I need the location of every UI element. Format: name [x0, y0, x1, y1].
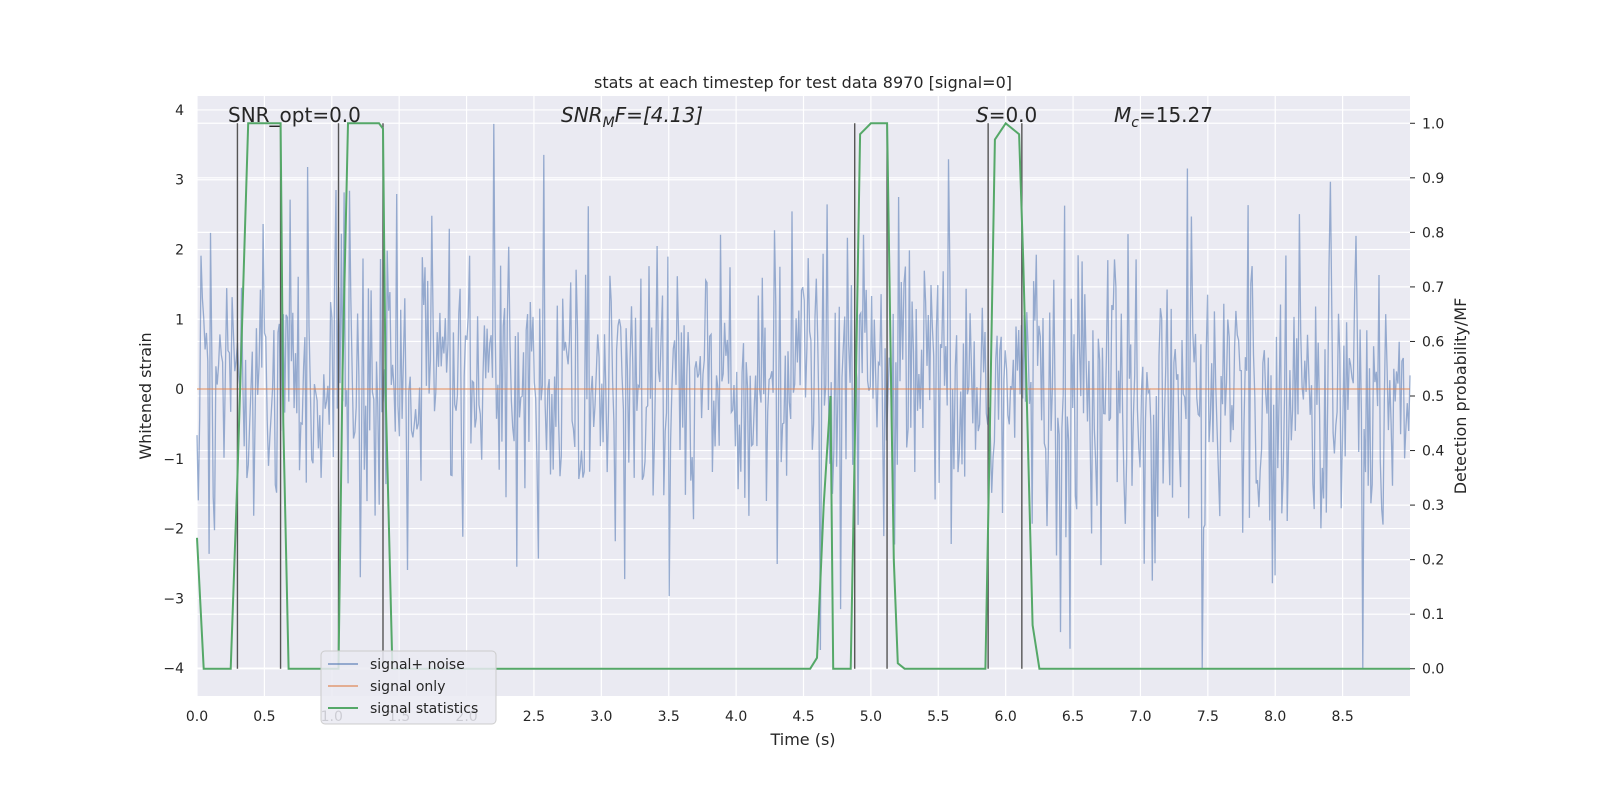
y2-tick-labels: 1.0 0.9 0.8 0.7 0.6 0.5 0.4 0.3 0.2 0.1 0.0	[1410, 116, 1444, 678]
annotation-snr-mf-sub: M	[603, 115, 615, 131]
x-tick-label: 8.5	[1331, 709, 1353, 725]
y-tick-label: −2	[163, 522, 184, 538]
x-tick-label: 8.0	[1264, 709, 1286, 725]
y-tick-label: 4	[175, 103, 184, 119]
noise-line	[196, 123, 1411, 669]
y-tick-label: 1	[175, 312, 184, 328]
legend-box	[320, 650, 497, 725]
y2-tick-label: 0.4	[1422, 444, 1444, 460]
grid	[196, 96, 1410, 696]
legend-label-signal: signal only	[370, 679, 445, 695]
y-tick-label: 3	[175, 173, 184, 189]
annotation-snr-mf-base: SNR	[561, 103, 603, 127]
annotation-mc: Mc=15.27	[1114, 103, 1213, 131]
x-tick-label: 4.0	[725, 709, 747, 725]
y-tick-label: −1	[163, 452, 184, 468]
x-tick-label: 3.0	[590, 709, 612, 725]
x-tick-label: 6.0	[995, 709, 1017, 725]
x-tick-label: 0.0	[186, 709, 208, 725]
annotation-snr-opt: SNR_opt=0.0	[228, 103, 361, 127]
legend-label-stats: signal statistics	[370, 701, 478, 717]
y2-axis-label: Detection probability/MF	[1451, 298, 1470, 495]
stats-line	[196, 121, 1410, 670]
y-tick-label: −3	[163, 591, 184, 607]
y-tick-label: −4	[163, 661, 184, 677]
annotation-s-rest: =0.0	[989, 103, 1038, 127]
y2-tick-label: 0.7	[1422, 280, 1444, 296]
legend: signal+ noise signal only signal statist…	[320, 650, 497, 725]
x-tick-label: 2.5	[523, 709, 545, 725]
x-tick-label: 7.0	[1129, 709, 1151, 725]
y2-tick-label: 0.0	[1422, 662, 1444, 678]
x-tick-label: 0.5	[253, 709, 275, 725]
x-axis-label: Time (s)	[769, 730, 835, 749]
y2-tick-label: 1.0	[1422, 116, 1444, 132]
y-tick-label: 2	[175, 242, 184, 258]
stats-series	[196, 121, 1410, 670]
y2-tick-label: 0.3	[1422, 498, 1444, 514]
x-tick-label: 4.5	[792, 709, 814, 725]
annotation-snr-mf-rest: F=[4.13]	[615, 103, 703, 127]
y2-tick-label: 0.5	[1422, 389, 1444, 405]
legend-label-noise: signal+ noise	[370, 657, 465, 673]
annotation-mc-sub: c	[1131, 115, 1139, 131]
y2-tick-label: 0.8	[1422, 225, 1444, 241]
y2-tick-label: 0.6	[1422, 334, 1444, 350]
y-tick-labels: 4 3 2 1 0 −1 −2 −3 −4	[163, 103, 184, 677]
annotation-s-base: S	[976, 103, 989, 127]
y-tick-label: 0	[175, 382, 184, 398]
y-axis-label: Whitened strain	[136, 332, 155, 459]
annotation-snr-mf: SNRMF=[4.13]	[561, 103, 703, 131]
y2-tick-label: 0.2	[1422, 553, 1444, 569]
annotation-s: S=0.0	[976, 103, 1037, 127]
annotation-mc-rest: =15.27	[1139, 103, 1213, 127]
x-tick-label: 5.0	[860, 709, 882, 725]
chart-title: stats at each timestep for test data 897…	[594, 73, 1012, 92]
y2-tick-label: 0.1	[1422, 607, 1444, 623]
annotation-mc-base: M	[1114, 103, 1131, 127]
x-tick-label: 3.5	[658, 709, 680, 725]
noise-series	[196, 123, 1411, 669]
y2-tick-label: 0.9	[1422, 171, 1444, 187]
x-tick-label: 5.5	[927, 709, 949, 725]
x-tick-label: 7.5	[1197, 709, 1219, 725]
x-tick-label: 6.5	[1062, 709, 1084, 725]
